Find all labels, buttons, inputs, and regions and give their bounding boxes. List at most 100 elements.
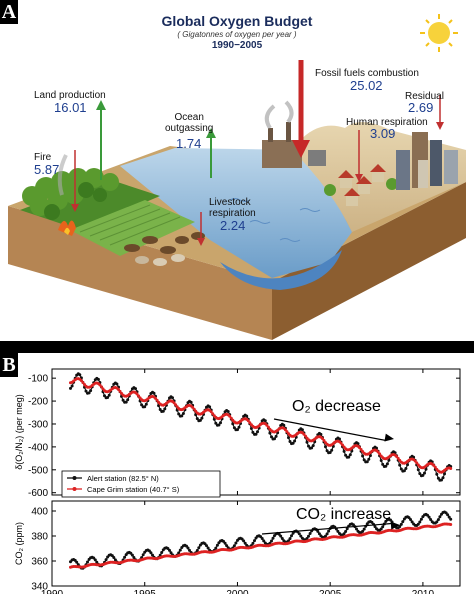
data-point (449, 517, 453, 521)
data-point (355, 527, 358, 531)
data-point (174, 403, 178, 407)
data-point (300, 428, 304, 432)
annotation-label: CO₂ increase (296, 506, 391, 523)
data-point (126, 398, 130, 402)
data-point (130, 553, 134, 557)
data-point (87, 391, 91, 395)
co2-subplot: 340 360 380 400 1990 1995 2000 2005 2010 CO₂ (ppm… (14, 500, 461, 594)
data-point (189, 400, 193, 404)
data-point (177, 412, 181, 416)
data-point (348, 453, 352, 457)
data-point (75, 560, 79, 564)
data-point (206, 546, 210, 550)
data-point (330, 448, 334, 452)
legend-label: Cape Grim station (40.7° S) (87, 485, 180, 494)
village (324, 164, 398, 206)
data-point (270, 435, 273, 439)
land-production-label: Land production (34, 90, 106, 101)
ground-block-front (8, 206, 272, 340)
data-point (285, 430, 289, 434)
residual-arrow (436, 95, 444, 130)
data-point (78, 373, 82, 377)
page-title: Global Oxygen Budget (161, 13, 313, 29)
data-point (344, 530, 348, 533)
data-point (449, 467, 453, 470)
y-tick-label: -600 (28, 488, 48, 499)
data-point (310, 446, 314, 450)
data-point (322, 439, 326, 442)
data-point (242, 539, 246, 543)
data-point (362, 527, 366, 531)
data-point (406, 463, 409, 467)
data-point (271, 536, 275, 540)
data-point (140, 403, 144, 407)
y-tick-label: 380 (31, 532, 48, 543)
data-point (344, 453, 348, 457)
data-point (198, 418, 202, 422)
data-point (96, 377, 100, 381)
data-point (251, 430, 255, 434)
data-point (379, 459, 383, 462)
human-respiration-label: Human respiration (346, 117, 428, 128)
x-tick-label: 1990 (41, 589, 64, 594)
x-tick-label: 2010 (412, 589, 435, 594)
data-point (325, 532, 329, 536)
data-point (399, 467, 403, 471)
atmospheric-records-chart: B -100 -200 -300 -400 -500 -600 δ(O₂/N₂) (per … (0, 353, 474, 594)
forest (20, 154, 195, 256)
data-point (163, 407, 167, 411)
y-tick-label: -500 (28, 465, 48, 476)
data-point (415, 461, 419, 465)
data-point (384, 464, 388, 468)
data-point (328, 451, 332, 454)
data-point (316, 529, 320, 533)
data-point (215, 543, 219, 547)
data-point (231, 422, 235, 426)
data-point (416, 468, 420, 472)
y-tick-label: -200 (28, 397, 48, 408)
data-point (378, 452, 382, 456)
human-respiration-value: 3.09 (370, 126, 396, 141)
series-line (70, 373, 452, 481)
data-point (305, 440, 309, 444)
fossil-fuels-label: Fossil fuels combustion (315, 68, 419, 79)
data-point (124, 400, 128, 404)
data-point (161, 409, 165, 413)
data-point (342, 532, 346, 536)
data-point (256, 430, 259, 434)
landscape-illustration (8, 14, 466, 340)
data-point (186, 546, 190, 550)
data-point (123, 555, 127, 559)
ocean-outgassing-value: 1.74 (176, 136, 202, 151)
human-respiration-arrow (355, 130, 363, 182)
data-point (84, 389, 88, 393)
data-point (76, 563, 80, 567)
data-point (427, 515, 431, 519)
data-point (253, 539, 256, 543)
fossil-fuels-arrow (292, 60, 310, 158)
sun-icon (420, 14, 458, 52)
data-point (86, 560, 89, 564)
data-point (144, 402, 148, 406)
data-point (418, 472, 422, 476)
legend-marker (72, 487, 77, 491)
data-point (327, 529, 331, 533)
data-point (195, 417, 199, 421)
data-point (435, 472, 439, 476)
data-point (245, 414, 249, 418)
data-point (211, 412, 215, 416)
data-point (234, 541, 238, 545)
o2-subplot: -100 -200 -300 -400 -500 -600 δ(O₂/N₂) (per me… (14, 368, 461, 499)
data-point (287, 436, 290, 440)
y-tick-label: 360 (31, 557, 48, 568)
data-point (367, 457, 371, 461)
data-point (254, 432, 258, 436)
data-point (429, 518, 433, 521)
data-point (410, 520, 414, 524)
data-point (262, 539, 266, 543)
subtitle: ( Gigatonnes of oxygen per year ) (177, 30, 297, 39)
ocean-outgassing-label: Ocean outgassing (165, 112, 214, 134)
data-point (280, 537, 284, 540)
data-point (260, 537, 264, 540)
data-point (398, 525, 402, 529)
